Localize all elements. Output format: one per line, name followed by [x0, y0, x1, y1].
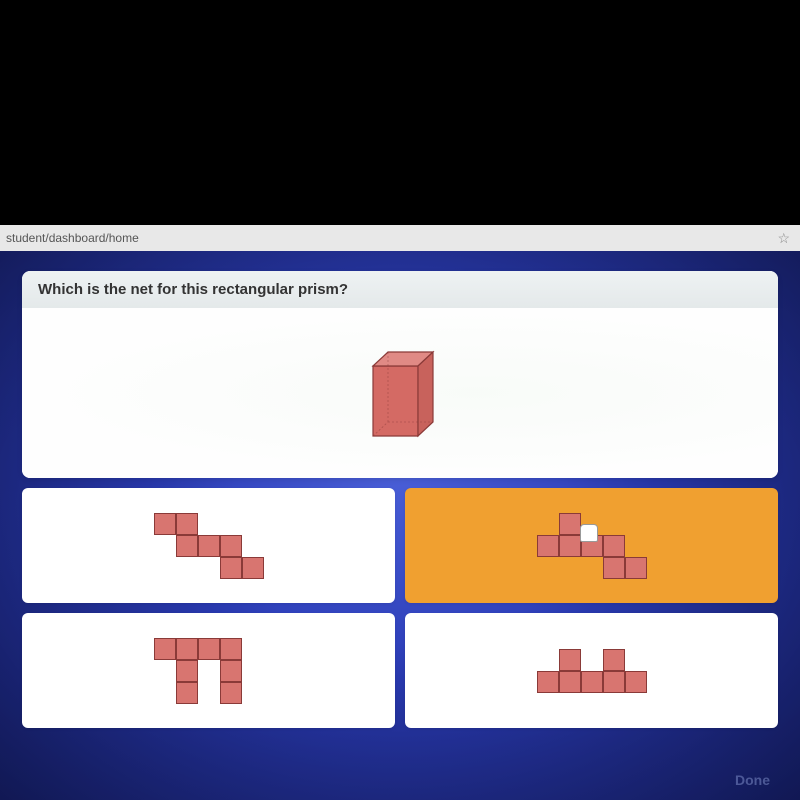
question-prompt: Which is the net for this rectangular pr…: [22, 271, 778, 308]
net-shape-A: [154, 513, 264, 579]
net-cell: [220, 557, 242, 579]
net-cell: [603, 513, 625, 535]
answer-option-D[interactable]: [405, 613, 778, 728]
net-cell: [220, 513, 242, 535]
net-cell: [220, 535, 242, 557]
net-cell: [603, 535, 625, 557]
browser-address-bar: student/dashboard/home ☆: [0, 225, 800, 251]
net-cell: [242, 535, 264, 557]
app-viewport: Which is the net for this rectangular pr…: [0, 251, 800, 800]
net-cell: [559, 671, 581, 693]
net-cell: [625, 557, 647, 579]
net-cell: [603, 649, 625, 671]
answer-options-grid: [22, 488, 778, 728]
net-cell: [242, 513, 264, 535]
net-cell: [625, 649, 647, 671]
net-cell: [154, 638, 176, 660]
net-cell: [559, 649, 581, 671]
net-cell: [603, 671, 625, 693]
net-cell: [625, 671, 647, 693]
net-cell: [242, 660, 264, 682]
net-cell: [176, 660, 198, 682]
answer-option-C[interactable]: [22, 613, 395, 728]
net-cell: [154, 513, 176, 535]
net-shape-C: [154, 638, 264, 704]
bookmark-star-icon[interactable]: ☆: [777, 230, 790, 247]
top-black-region: [0, 0, 800, 225]
net-cell: [603, 557, 625, 579]
net-cell: [242, 557, 264, 579]
net-cell: [198, 682, 220, 704]
net-cell: [154, 682, 176, 704]
net-cell: [537, 649, 559, 671]
net-cell: [154, 535, 176, 557]
net-cell: [198, 660, 220, 682]
question-card: Which is the net for this rectangular pr…: [22, 271, 778, 478]
net-cell: [198, 535, 220, 557]
prism-display-area: [22, 308, 778, 478]
answer-option-B[interactable]: [405, 488, 778, 603]
net-cell: [581, 557, 603, 579]
net-cell: [537, 557, 559, 579]
cursor-hand-icon: [580, 524, 598, 542]
net-cell: [537, 513, 559, 535]
net-cell: [559, 513, 581, 535]
url-text: student/dashboard/home: [6, 231, 139, 245]
net-cell: [198, 557, 220, 579]
net-cell: [242, 682, 264, 704]
net-cell: [198, 513, 220, 535]
net-cell: [176, 535, 198, 557]
net-cell: [537, 671, 559, 693]
net-shape-B: [537, 513, 647, 579]
net-cell: [176, 513, 198, 535]
net-cell: [154, 660, 176, 682]
net-cell: [581, 649, 603, 671]
net-cell: [559, 557, 581, 579]
net-cell: [220, 682, 242, 704]
rectangular-prism-icon: [363, 346, 438, 441]
net-cell: [176, 557, 198, 579]
net-cell: [220, 660, 242, 682]
net-cell: [625, 513, 647, 535]
net-cell: [559, 535, 581, 557]
net-cell: [537, 535, 559, 557]
net-cell: [242, 638, 264, 660]
done-button[interactable]: Done: [735, 772, 770, 788]
net-cell: [176, 638, 198, 660]
net-cell: [198, 638, 220, 660]
net-cell: [220, 638, 242, 660]
net-cell: [154, 557, 176, 579]
answer-option-A[interactable]: [22, 488, 395, 603]
net-cell: [625, 535, 647, 557]
net-cell: [581, 671, 603, 693]
net-cell: [176, 682, 198, 704]
net-shape-D: [537, 649, 647, 693]
